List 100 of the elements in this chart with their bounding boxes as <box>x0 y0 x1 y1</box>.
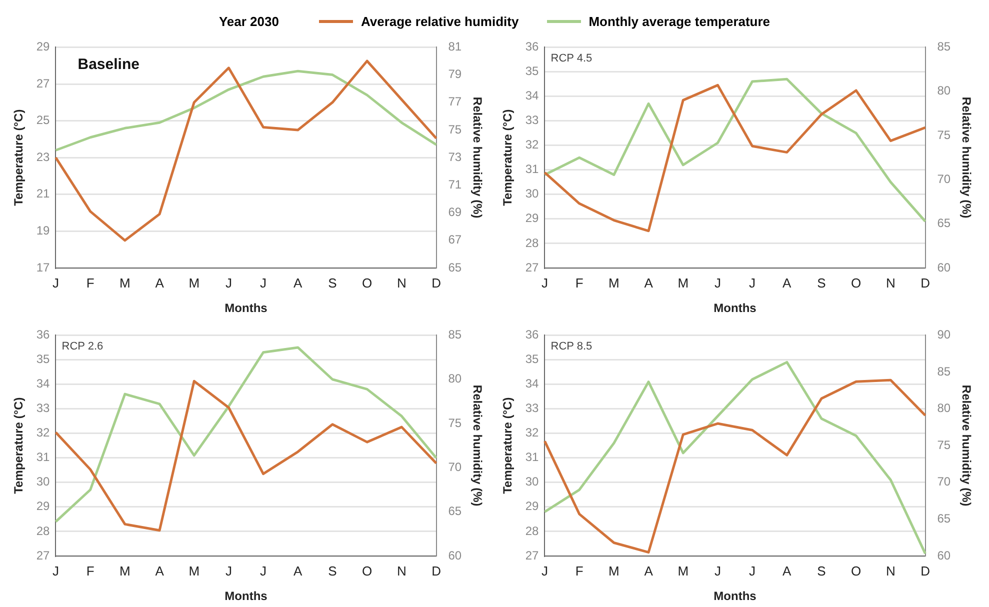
y-tick-label: 27 <box>525 260 540 274</box>
y2-tick-label: 77 <box>448 94 462 109</box>
y-tick-label: 23 <box>36 150 50 164</box>
y2-tick-label: 69 <box>448 205 462 220</box>
y-tick-label: 34 <box>525 88 540 103</box>
y-tick-label: 34 <box>36 376 50 391</box>
x-tick-label: M <box>608 275 620 290</box>
x-tick-label: M <box>120 563 130 578</box>
x-tick-label: J <box>260 563 267 578</box>
x-tick-label: N <box>886 275 896 290</box>
y-tick-label: 35 <box>36 352 50 366</box>
y-tick-label: 36 <box>36 328 50 342</box>
y-tick-label: 32 <box>525 138 540 152</box>
y-tick-label: 34 <box>525 376 540 391</box>
text: Baseline <box>78 56 140 73</box>
y2-tick-label: 85 <box>937 364 951 378</box>
x-tick-label: S <box>328 275 338 290</box>
legend-label: Monthly average temperature <box>588 14 770 28</box>
y-axis-title: Temperature (°C) <box>500 397 515 494</box>
y-tick-label: 32 <box>36 426 50 440</box>
text: RCP 4.5 <box>550 52 592 65</box>
x-tick-label: J <box>542 563 548 578</box>
y2-tick-label: 67 <box>448 232 462 247</box>
x-tick-label: A <box>644 563 654 578</box>
y-tick-label: 17 <box>36 260 50 274</box>
x-axis-title: Months <box>714 589 757 604</box>
x-tick-label: J <box>542 275 548 290</box>
y-tick-label: 29 <box>525 211 540 226</box>
y-tick-label: 28 <box>36 524 50 538</box>
x-tick-label: J <box>260 275 267 290</box>
y-tick-label: 29 <box>36 40 50 54</box>
x-tick-label: J <box>225 275 232 290</box>
y2-axis-title: Relative humidity (%) <box>959 384 974 506</box>
y-tick-label: 36 <box>525 40 540 54</box>
x-tick-label: F <box>86 275 94 290</box>
y-tick-label: 27 <box>36 548 50 562</box>
x-tick-label: A <box>782 275 792 290</box>
x-tick-label: A <box>294 275 303 290</box>
y-tick-label: 33 <box>36 401 50 416</box>
text: RCP 8.5 <box>550 340 592 353</box>
y2-axis-title: Relative humidity (%) <box>959 96 974 218</box>
y-tick-label: 32 <box>525 426 540 440</box>
text: RCP 2.6 <box>62 340 104 353</box>
y2-tick-label: 85 <box>937 40 951 54</box>
x-tick-label: S <box>817 275 826 290</box>
y-tick-label: 31 <box>525 162 540 176</box>
x-tick-label: J <box>225 563 232 578</box>
x-tick-label: M <box>678 275 689 290</box>
x-tick-label: A <box>155 275 164 290</box>
y-axis-title: Temperature (°C) <box>12 109 26 206</box>
y2-tick-label: 80 <box>937 401 951 416</box>
x-tick-label: A <box>155 563 164 578</box>
y-tick-label: 33 <box>525 401 540 416</box>
y-tick-label: 31 <box>525 450 540 464</box>
chart-title: Year 2030 <box>218 14 279 28</box>
y-tick-label: 28 <box>525 524 540 538</box>
y-tick-label: 19 <box>36 224 50 238</box>
y2-tick-label: 71 <box>448 178 462 192</box>
y2-tick-label: 75 <box>448 416 462 430</box>
y2-tick-label: 70 <box>448 460 462 474</box>
y-tick-label: 27 <box>36 76 50 90</box>
y2-tick-label: 65 <box>448 504 462 518</box>
y2-tick-label: 75 <box>937 438 951 452</box>
y2-axis-title: Relative humidity (%) <box>470 96 484 218</box>
x-tick-label: M <box>608 563 620 578</box>
y2-tick-label: 75 <box>448 122 462 136</box>
y2-tick-label: 70 <box>937 172 951 186</box>
x-tick-label: N <box>396 275 406 290</box>
x-tick-label: O <box>362 563 372 578</box>
y2-tick-label: 65 <box>448 260 462 274</box>
x-tick-label: N <box>396 563 406 578</box>
y-tick-label: 30 <box>525 474 540 489</box>
y-tick-label: 30 <box>525 186 540 201</box>
y2-tick-label: 60 <box>448 548 462 562</box>
legend-label: Average relative humidity <box>360 14 519 28</box>
y2-axis-title: Relative humidity (%) <box>470 384 484 506</box>
x-tick-label: J <box>52 275 59 290</box>
y2-tick-label: 70 <box>937 474 951 489</box>
y2-tick-label: 65 <box>937 216 951 230</box>
y2-tick-label: 60 <box>937 548 951 562</box>
y2-tick-label: 73 <box>448 150 462 164</box>
y2-tick-label: 80 <box>448 372 462 386</box>
x-tick-label: M <box>188 563 200 578</box>
x-tick-label: F <box>575 275 584 290</box>
x-tick-label: D <box>920 563 930 578</box>
x-tick-label: M <box>120 275 130 290</box>
x-tick-label: D <box>920 275 930 290</box>
y2-tick-label: 90 <box>937 328 951 342</box>
x-tick-label: N <box>886 563 896 578</box>
x-tick-label: A <box>644 275 654 290</box>
y2-tick-label: 81 <box>448 40 462 54</box>
x-tick-label: F <box>86 563 94 578</box>
y-tick-label: 35 <box>525 352 540 366</box>
x-axis-title: Months <box>714 301 757 316</box>
y-tick-label: 27 <box>525 548 540 562</box>
x-tick-label: S <box>328 563 338 578</box>
y2-tick-label: 85 <box>448 328 462 342</box>
y-tick-label: 21 <box>36 186 50 201</box>
x-tick-label: A <box>782 563 792 578</box>
y-tick-label: 29 <box>525 499 540 514</box>
